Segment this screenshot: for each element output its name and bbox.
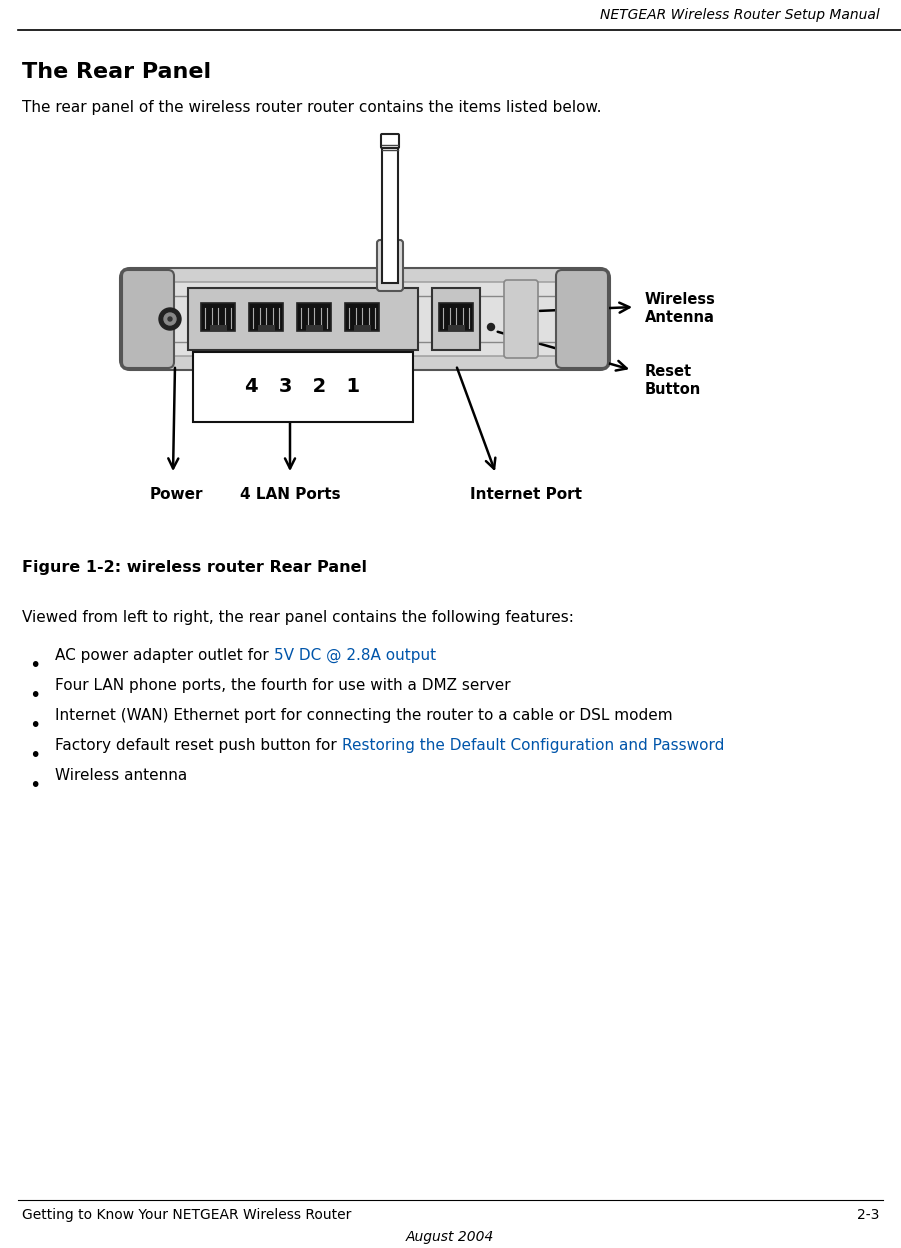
Text: •: • [30, 686, 41, 705]
Circle shape [159, 308, 181, 329]
Text: Wireless: Wireless [645, 292, 716, 307]
Text: Getting to Know Your NETGEAR Wireless Router: Getting to Know Your NETGEAR Wireless Ro… [22, 1208, 351, 1222]
Bar [353, 324, 370, 331]
Text: Viewed from left to right, the rear panel contains the following features:: Viewed from left to right, the rear pane… [22, 610, 574, 625]
Bar [201, 303, 235, 331]
Bar [439, 303, 473, 331]
Bar [382, 145, 398, 283]
Text: 4   3   2   1: 4 3 2 1 [245, 377, 360, 397]
FancyBboxPatch shape [556, 270, 608, 368]
Text: •: • [30, 656, 41, 675]
Text: The rear panel of the wireless router router contains the items listed below.: The rear panel of the wireless router ro… [22, 100, 602, 115]
Text: AC power adapter outlet for: AC power adapter outlet for [55, 648, 274, 663]
Text: 4 LAN Ports: 4 LAN Ports [240, 487, 341, 502]
Text: •: • [30, 716, 41, 735]
Text: The Rear Panel: The Rear Panel [22, 62, 211, 82]
Circle shape [487, 323, 495, 331]
FancyBboxPatch shape [122, 270, 174, 368]
Text: 5V DC @ 2.8A output: 5V DC @ 2.8A output [274, 648, 436, 663]
Bar [305, 324, 323, 331]
FancyBboxPatch shape [504, 280, 538, 358]
Text: NETGEAR Wireless Router Setup Manual: NETGEAR Wireless Router Setup Manual [600, 7, 880, 22]
Bar [297, 303, 331, 331]
Bar [188, 288, 418, 349]
Bar [258, 324, 275, 331]
FancyBboxPatch shape [120, 268, 610, 369]
Bar [210, 324, 226, 331]
Text: Figure 1-2: wireless router Rear Panel: Figure 1-2: wireless router Rear Panel [22, 560, 367, 575]
Text: 2-3: 2-3 [857, 1208, 879, 1222]
Text: •: • [30, 776, 41, 795]
Bar [249, 303, 283, 331]
FancyBboxPatch shape [381, 134, 399, 149]
Bar [193, 352, 413, 422]
Circle shape [164, 313, 176, 324]
FancyBboxPatch shape [134, 282, 596, 356]
Text: Restoring the Default Configuration and Password: Restoring the Default Configuration and … [341, 738, 724, 753]
Circle shape [168, 317, 172, 321]
Text: Factory default reset push button for: Factory default reset push button for [55, 738, 341, 753]
Text: Antenna: Antenna [645, 310, 714, 324]
Bar [448, 324, 465, 331]
Text: Four LAN phone ports, the fourth for use with a DMZ server: Four LAN phone ports, the fourth for use… [55, 678, 511, 693]
Bar [345, 303, 379, 331]
Bar [432, 288, 480, 349]
Text: •: • [30, 746, 41, 765]
Text: Internet Port: Internet Port [470, 487, 582, 502]
FancyBboxPatch shape [377, 240, 403, 291]
Text: August 2004: August 2004 [405, 1231, 494, 1244]
Text: Power: Power [150, 487, 204, 502]
Text: Internet (WAN) Ethernet port for connecting the router to a cable or DSL modem: Internet (WAN) Ethernet port for connect… [55, 708, 673, 723]
Text: Button: Button [645, 382, 701, 398]
Text: Reset: Reset [645, 364, 692, 379]
Text: Wireless antenna: Wireless antenna [55, 768, 187, 782]
